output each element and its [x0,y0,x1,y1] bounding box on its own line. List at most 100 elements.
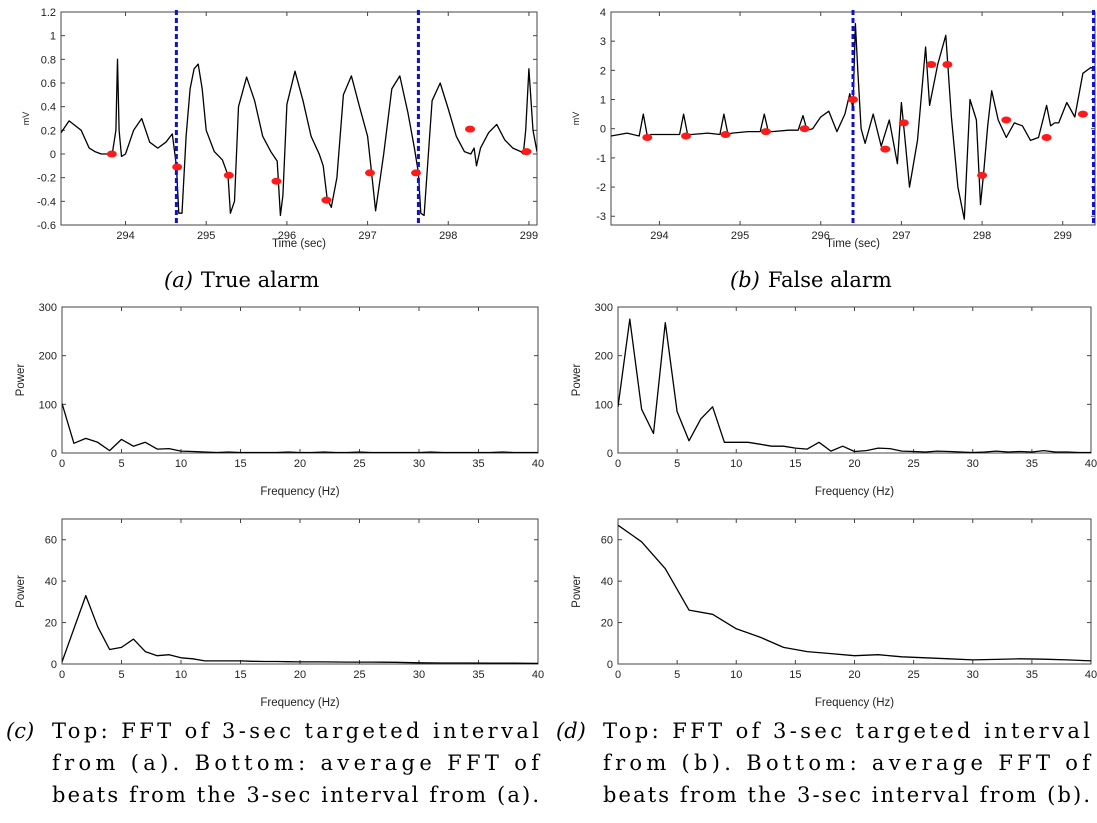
y-tick-label: 1 [600,95,606,107]
x-axis-label: Frequency (Hz) [260,697,339,709]
panel-b-false-alarm-ecg: 294 295 296 297 298 299 -3 -2 -1 0 1 2 3 4 Time (sec) m… [571,7,1096,250]
y-tick-label: 0 [607,659,613,671]
beat-marker [1077,110,1088,118]
y-tick-label: -0.2 [37,173,56,185]
x-tick-label: 30 [413,458,425,470]
x-tick-label: 294 [116,230,134,242]
x-tick-label: 40 [1085,669,1097,681]
y-tick-label: 2 [600,65,606,77]
y-tick-label: 0 [607,448,613,460]
y-tick-label: 1.2 [41,7,56,19]
x-tick-label: 15 [789,458,801,470]
y-tick-label: 4 [600,7,606,19]
x-tick-label: 299 [520,230,538,242]
x-tick-label: 35 [472,669,484,681]
beat-marker [321,196,332,204]
series-line [61,58,537,217]
x-tick-label: 294 [650,230,668,242]
beat-marker [106,150,117,158]
x-tick-label: 295 [731,230,749,242]
x-tick-label: 25 [908,458,920,470]
y-tick-label: 0 [51,659,57,671]
y-tick-label: -2 [596,182,606,194]
x-tick-label: 296 [278,230,296,242]
series-line [62,403,538,453]
caption-c-line-2: from (a). Bottom: average FFT of [52,751,541,775]
caption-b: (b) False alarm [730,268,892,292]
caption-c-label: (c) [6,719,34,743]
x-tick-label: 295 [197,230,215,242]
y-tick-label: 0.8 [41,54,56,66]
x-tick-label: 25 [353,669,365,681]
x-axis-label: Frequency (Hz) [260,486,339,498]
y-tick-label: -3 [596,211,606,223]
beat-marker [223,171,234,179]
x-tick-label: 25 [353,458,365,470]
x-tick-label: 40 [1085,458,1097,470]
panel-c-bottom-average-fft: 0 5 10 15 20 25 30 35 40 0 20 40 60 Frequency (Hz) Pow… [15,518,544,709]
plot-area [60,11,538,226]
caption-a: (a) True alarm [164,268,319,292]
x-tick-label: 10 [175,458,187,470]
x-tick-label: 20 [848,669,860,681]
series-line [618,318,1091,453]
caption-c-line-1: Top: FFT of 3-sec targeted interval [52,719,539,743]
x-tick-label: 15 [789,669,801,681]
x-axis-label: Frequency (Hz) [815,697,894,709]
y-tick-label: 300 [39,302,57,314]
y-tick-label: 200 [595,351,613,363]
x-tick-label: 5 [674,669,680,681]
panel-c-top-fft: 0 5 10 15 20 25 30 35 40 0 100 200 300 Frequency (Hz)… [15,302,544,498]
x-tick-label: 0 [59,669,65,681]
x-axis-label: Frequency (Hz) [815,486,894,498]
x-tick-label: 0 [615,458,621,470]
x-tick-label: 30 [967,458,979,470]
y-tick-label: 20 [45,618,57,630]
y-tick-label: 0 [600,124,606,136]
x-tick-label: 5 [118,458,124,470]
series-line [62,594,538,664]
beat-marker [799,125,810,133]
caption-d-line-3: beats from the 3-sec interval from (b). [603,783,1090,807]
y-tick-label: 200 [39,351,57,363]
y-tick-label: 0.4 [41,102,56,114]
beat-marker [364,169,375,177]
y-tick-label: 60 [45,535,57,547]
y-tick-label: 0 [50,149,56,161]
x-tick-label: 35 [1026,669,1038,681]
x-tick-label: 0 [615,669,621,681]
y-tick-label: -1 [596,153,606,165]
y-tick-label: 20 [601,618,613,630]
caption-a-label: (a) [164,268,193,292]
y-axis-label: Power [15,575,27,608]
x-tick-label: 20 [294,458,306,470]
beat-marker [898,119,909,127]
y-tick-label: 0.6 [41,78,56,90]
y-tick-label: 300 [595,302,613,314]
beat-marker [977,171,988,179]
x-tick-label: 35 [1026,458,1038,470]
x-axis-label: Time (sec) [826,238,880,250]
panel-d-top-fft: 0 5 10 15 20 25 30 35 40 0 100 200 300 Frequency (Hz)… [571,302,1097,498]
beat-marker [880,145,891,153]
x-tick-label: 30 [413,669,425,681]
series-line [618,524,1091,662]
x-tick-label: 15 [234,669,246,681]
plot-area [61,306,539,454]
x-tick-label: 5 [674,458,680,470]
plot-area [61,518,539,665]
x-tick-label: 297 [892,230,910,242]
beat-marker [271,177,282,185]
beat-marker [760,128,771,136]
y-tick-label: -0.6 [37,220,56,232]
beat-marker [410,169,421,177]
y-tick-label: 0.2 [41,125,56,137]
y-axis-label: Power [15,364,27,397]
caption-b-label: (b) [730,268,760,292]
beat-marker [1001,116,1012,124]
beat-marker [1041,133,1052,141]
panel-a-true-alarm-ecg: 294 295 296 297 298 299 -0.6 -0.4 -0.2 0 0.2 0.4 0.6… [21,7,538,250]
x-tick-label: 0 [59,458,65,470]
y-tick-label: 3 [600,36,606,48]
x-tick-label: 10 [730,458,742,470]
